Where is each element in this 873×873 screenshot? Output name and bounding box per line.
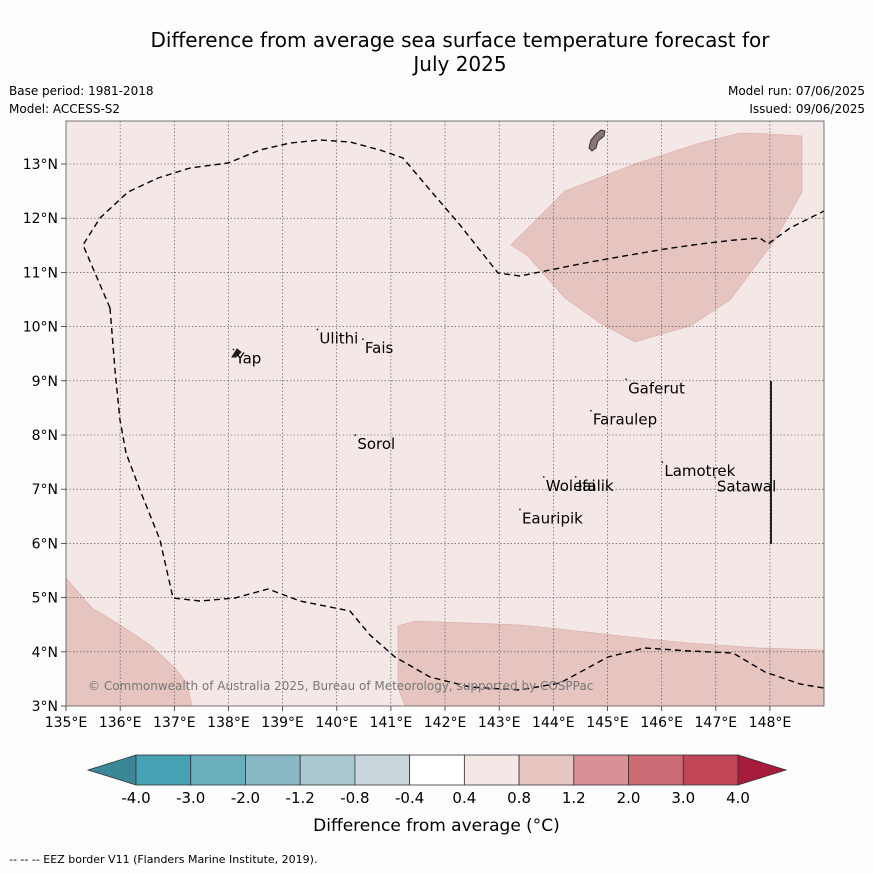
place-marker — [542, 475, 545, 478]
place-marker — [232, 348, 235, 351]
place-marker — [589, 409, 592, 412]
x-tick-label: 143°E — [478, 715, 521, 731]
colorbar-extend-high — [737, 754, 788, 786]
place-label-eauripik: Eauripik — [522, 509, 583, 527]
place-marker — [519, 508, 521, 511]
y-tick-label: 6°N — [32, 536, 58, 552]
y-tick-label: 13°N — [23, 157, 58, 173]
y-tick-label: 5°N — [32, 591, 58, 607]
place-marker — [625, 378, 627, 381]
meta-left: Base period: 1981-2018 Model: ACCESS-S2 — [9, 82, 154, 118]
yap-island — [231, 348, 242, 358]
x-tick-label: 144°E — [532, 715, 575, 731]
map-title: Difference from average sea surface temp… — [110, 28, 810, 76]
place-label-satawal: Satawal — [717, 477, 776, 495]
y-tick-label: 10°N — [23, 320, 58, 336]
colorbar-segment — [135, 754, 192, 786]
place-marker — [316, 328, 319, 331]
place-label-yap: Yap — [234, 349, 261, 367]
colorbar-extend-low — [86, 754, 137, 786]
colorbar-segment — [245, 754, 301, 786]
place-marker — [362, 338, 364, 341]
y-tick-label: 12°N — [23, 211, 58, 227]
anomaly-area-south — [397, 620, 824, 706]
x-tick-label: 142°E — [424, 715, 467, 731]
x-tick-label: 141°E — [370, 715, 413, 731]
colorbar-tick-label: -0.8 — [340, 789, 369, 807]
eez-border — [82, 139, 824, 691]
colorbar-segment — [628, 754, 684, 786]
colorbar-tick-label: -1.2 — [286, 789, 315, 807]
place-label-ulithi: Ulithi — [319, 329, 358, 347]
place-label-lamotrek: Lamotrek — [664, 462, 735, 480]
place-marker — [574, 475, 577, 478]
title-line-2: July 2025 — [413, 52, 507, 76]
place-label-ifalik: Ifalik — [578, 477, 614, 495]
copyright-text: © Commonwealth of Australia 2025, Bureau… — [88, 679, 593, 693]
meta-right: Model run: 07/06/2025 Issued: 09/06/2025 — [728, 82, 865, 118]
colorbar-tick-label: -4.0 — [121, 789, 150, 807]
y-axis-ticks: 3°N 4°N 5°N 6°N 7°N 8°N 9°N 10°N 11°N 12°N 13°N — [23, 157, 66, 715]
colorbar-segment — [354, 754, 411, 786]
guam-island — [588, 129, 606, 152]
y-tick-label: 11°N — [23, 265, 58, 281]
place-label-sorol: Sorol — [357, 435, 395, 453]
issued-date: Issued: 09/06/2025 — [749, 102, 865, 116]
x-tick-label: 147°E — [695, 715, 738, 731]
place-label-gaferut: Gaferut — [628, 379, 685, 397]
eez-footnote: -- -- -- EEZ border V11 (Flanders Marine… — [9, 853, 318, 866]
place-marker — [354, 434, 357, 437]
x-tick-label: 136°E — [99, 715, 142, 731]
y-tick-label: 7°N — [32, 482, 58, 498]
colorbar-label: Difference from average (°C) — [313, 816, 560, 836]
colorbar-segment — [409, 754, 465, 786]
x-tick-label: 135°E — [45, 715, 88, 731]
colorbar-segment — [518, 754, 575, 786]
place-label-woleai: Woleai — [546, 477, 596, 495]
x-tick-label: 138°E — [207, 715, 250, 731]
place-marker — [713, 476, 716, 479]
y-tick-label: 9°N — [32, 374, 58, 390]
colorbar-segment — [682, 754, 739, 786]
anomaly-area-southwest — [66, 577, 193, 706]
colorbar-tick-label: 4.0 — [726, 789, 750, 807]
x-tick-label: 145°E — [586, 715, 629, 731]
model-run: Model run: 07/06/2025 — [727, 84, 865, 98]
colorbar-tick-label: 3.0 — [671, 789, 695, 807]
x-tick-label: 148°E — [749, 715, 792, 731]
graticule — [66, 121, 824, 706]
colorbar-tick-label: 0.8 — [507, 789, 531, 807]
anomaly-area-northeast — [510, 132, 803, 343]
model-name: Model: ACCESS-S2 — [9, 102, 121, 116]
y-tick-label: 3°N — [32, 699, 58, 715]
x-tick-label: 139°E — [261, 715, 304, 731]
colorbar: -4.0 -3.0 -2.0 -1.2 -0.8 -0.4 0.4 0.8 1.2 2.0 3.0 4… — [86, 754, 788, 807]
place-label-fais: Fais — [365, 339, 394, 357]
y-tick-label: 4°N — [32, 645, 58, 661]
colorbar-tick-label: 1.2 — [562, 789, 586, 807]
x-axis-ticks: 135°E 136°E 137°E 138°E 139°E 140°E 141°E 142°E… — [45, 706, 792, 731]
base-period: Base period: 1981-2018 — [9, 84, 154, 98]
colorbar-tick-label: 0.4 — [452, 789, 476, 807]
colorbar-tick-label: -0.4 — [395, 789, 424, 807]
title-line-1: Difference from average sea surface temp… — [150, 28, 770, 52]
colorbar-tick-label: -2.0 — [231, 789, 260, 807]
colorbar-tick-label: -3.0 — [176, 789, 205, 807]
x-tick-label: 146°E — [640, 715, 683, 731]
colorbar-segment — [573, 754, 629, 786]
y-tick-label: 8°N — [32, 428, 58, 444]
colorbar-segment — [463, 754, 520, 786]
place-labels: Ulithi Fais Yap Gaferut Faraulep Sorol WoleaiI… — [232, 328, 776, 527]
place-marker — [661, 461, 664, 464]
colorbar-segment — [299, 754, 356, 786]
colorbar-segment — [190, 754, 246, 786]
x-tick-label: 137°E — [153, 715, 196, 731]
place-label-faraulep: Faraulep — [593, 411, 657, 429]
colorbar-tick-label: 2.0 — [617, 789, 641, 807]
x-tick-label: 140°E — [315, 715, 358, 731]
